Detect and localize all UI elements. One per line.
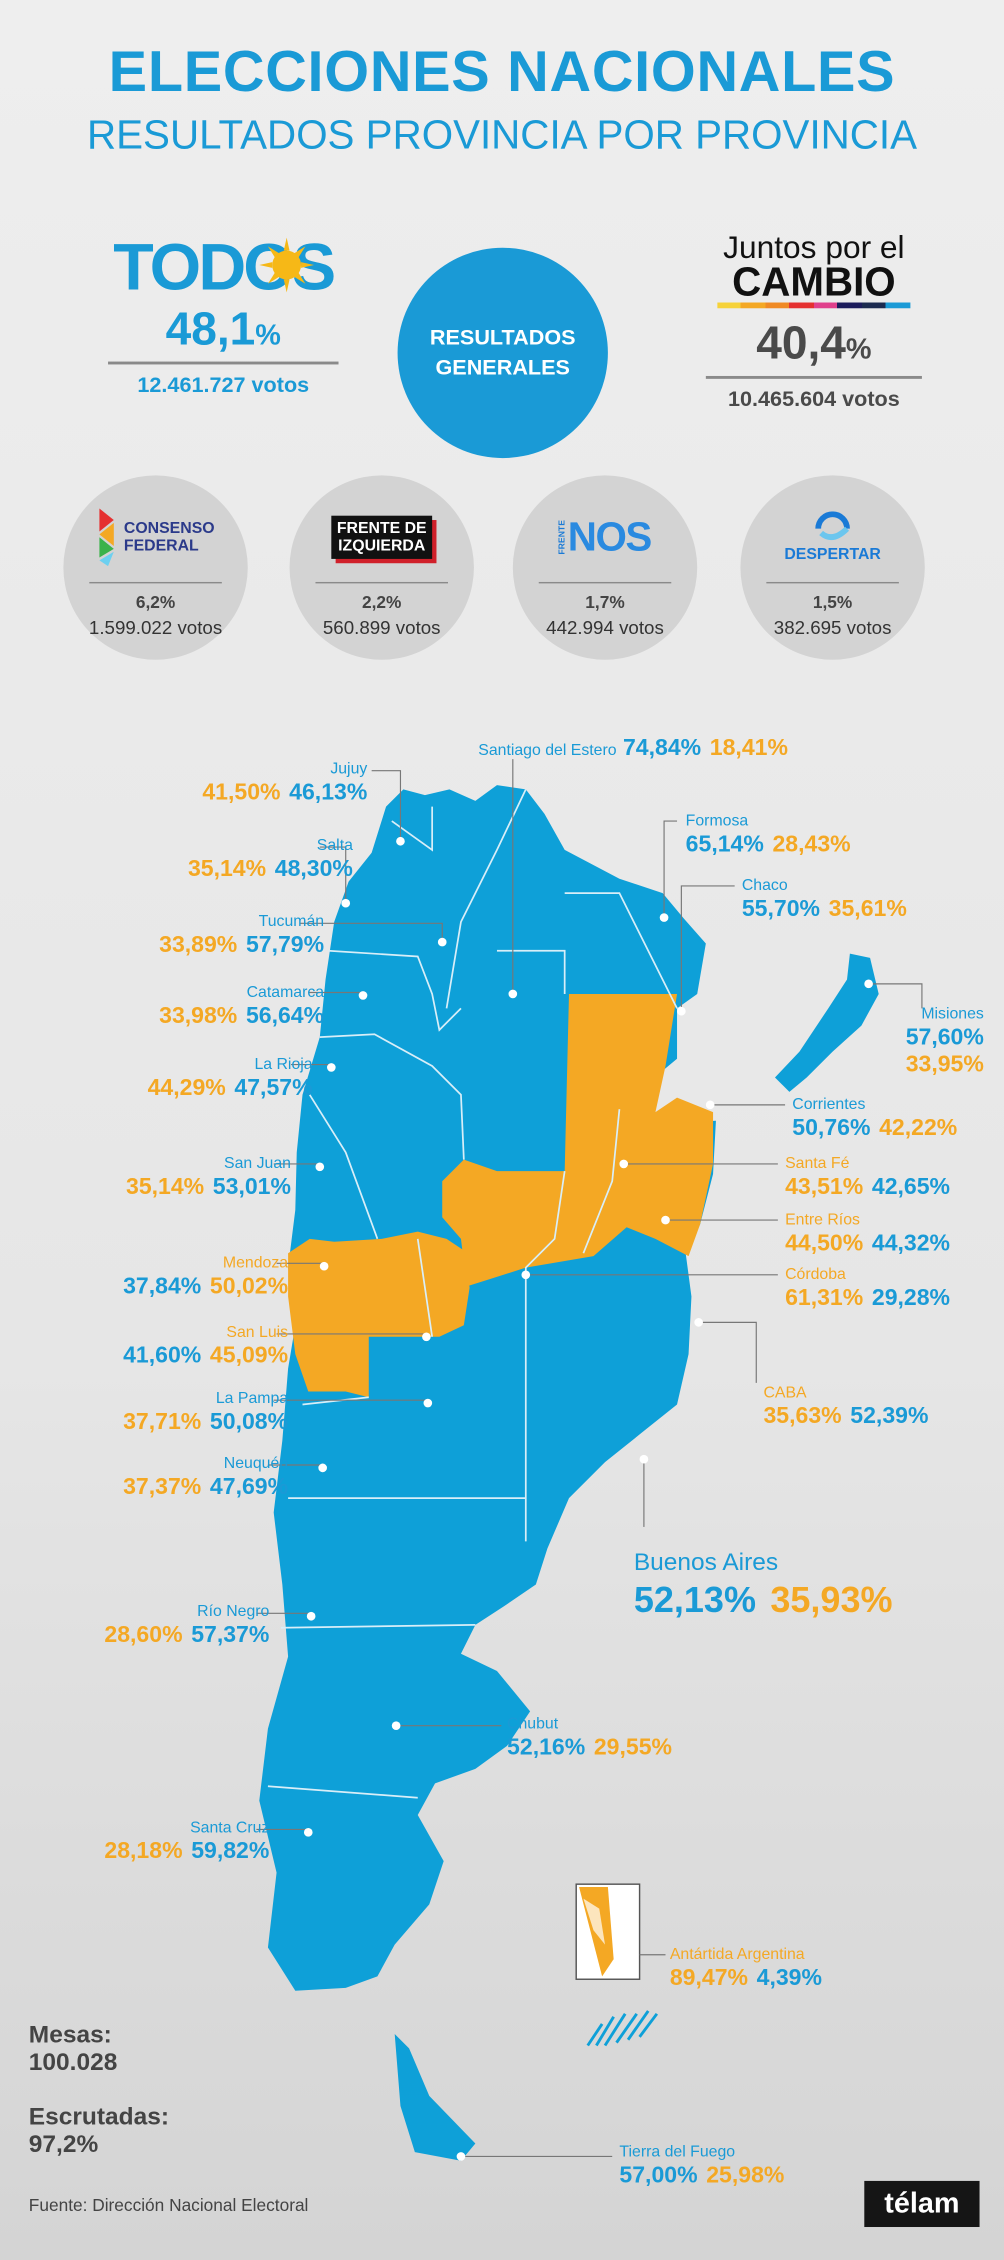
map-tierra-del-fuego bbox=[394, 2033, 476, 2161]
province-label-rio-negro: Río Negro 28,60% 57,37% bbox=[104, 1603, 270, 1648]
map-misiones bbox=[774, 953, 879, 1092]
province-label-corrientes: Corrientes 50,76% 42,22% bbox=[792, 1096, 958, 1141]
general-results-badge: RESULTADOS GENERALES bbox=[397, 247, 608, 459]
sun-icon bbox=[259, 237, 315, 293]
province-label-catamarca: Catamarca 33,98% 56,64% bbox=[159, 983, 325, 1029]
province-label-san-luis: San Luis 41,60% 45,09% bbox=[123, 1323, 289, 1369]
map-mendoza-sanluis bbox=[288, 1231, 470, 1398]
province-dots bbox=[303, 836, 873, 2161]
province-label-la-rioja: La Rioja 44,29% 47,57% bbox=[147, 1055, 313, 1101]
source-note: Fuente: Dirección Nacional Electoral bbox=[28, 2195, 309, 2216]
page-subtitle: RESULTADOS PROVINCIA POR PROVINCIA bbox=[87, 112, 918, 158]
todos-votes: 12.461.727 votos bbox=[137, 373, 310, 398]
juntos-result: Juntos por el CAMBIO 40,4% 10.465.604 vo… bbox=[691, 230, 936, 412]
province-label-salta: Salta 35,14% 48,30% bbox=[187, 836, 353, 882]
province-label-mendoza: Mendoza 37,84% 50,02% bbox=[123, 1254, 289, 1300]
province-label-santiago-del-estero: Santiago del Estero 74,84% 18,41% bbox=[478, 736, 788, 761]
province-label-antartida: Antártida Argentina 89,47% 4,39% bbox=[669, 1946, 823, 1991]
province-borders bbox=[267, 789, 678, 1799]
province-label-caba: CABA 35,63% 52,39% bbox=[763, 1384, 929, 1429]
province-label-santa-cruz: Santa Cruz 28,18% 59,82% bbox=[104, 1819, 270, 1865]
consenso-federal-result: CONSENSO FEDERAL 6,2% 1.599.022 votos bbox=[63, 475, 248, 660]
despertar-emblem-icon bbox=[815, 511, 850, 540]
consenso-emblem-icon bbox=[99, 508, 114, 567]
consenso-federal-logo: CONSENSO FEDERAL bbox=[63, 501, 247, 573]
page-title: ELECCIONES NACIONALES bbox=[108, 40, 896, 104]
escrutadas-stat: Escrutadas: 97,2% bbox=[28, 2103, 170, 2158]
votes: 1.599.022 votos bbox=[88, 616, 223, 639]
province-label-neuquen: Neuquén 37,37% 47,69% bbox=[123, 1454, 289, 1500]
province-label-entre-rios: Entre Ríos 44,50% 44,32% bbox=[785, 1211, 951, 1257]
percentage: 6,2% bbox=[135, 592, 176, 613]
divider bbox=[108, 361, 339, 365]
map-cordoba-santafe-entrerios bbox=[442, 993, 714, 1287]
votes: 382.695 votos bbox=[773, 616, 892, 639]
province-label-santa-fe: Santa Fé 43,51% 42,65% bbox=[785, 1155, 951, 1200]
juntos-votes: 10.465.604 votos bbox=[727, 387, 900, 412]
province-label-misiones: Misiones 57,60% 33,95% bbox=[905, 1005, 984, 1078]
juntos-percentage: 40,4% bbox=[756, 316, 872, 369]
mesas-stat: Mesas: 100.028 bbox=[28, 2021, 118, 2076]
frente-nos-logo: FRENTE NOS bbox=[559, 514, 652, 559]
todos-logo: TODOS bbox=[86, 228, 360, 304]
province-label-buenos-aires: Buenos Aires 52,13% 35,93% bbox=[633, 1548, 893, 1621]
frente-izquierda-result: FRENTE DE IZQUIERDA 2,2% 560.899 votos bbox=[289, 475, 474, 660]
province-label-tierra-del-fuego: Tierra del Fuego 57,00% 25,98% bbox=[619, 2143, 785, 2189]
todos-percentage: 48,1% bbox=[165, 302, 281, 355]
percentage: 2,2% bbox=[362, 592, 402, 613]
telam-logo: télam bbox=[864, 2180, 980, 2228]
frente-izquierda-logo: FRENTE DE IZQUIERDA bbox=[290, 501, 474, 573]
province-label-tucuman: Tucumán 33,89% 57,79% bbox=[159, 913, 325, 958]
percentage: 1,7% bbox=[585, 592, 625, 613]
despertar-result: DESPERTAR 1,5% 382.695 votos bbox=[740, 475, 925, 660]
province-label-san-juan: San Juan 35,14% 53,01% bbox=[125, 1155, 291, 1200]
province-label-jujuy: Jujuy 41,50% 46,13% bbox=[202, 760, 368, 806]
province-label-formosa: Formosa 65,14% 28,43% bbox=[685, 812, 851, 858]
percentage: 1,5% bbox=[812, 592, 853, 613]
despertar-logo: DESPERTAR bbox=[740, 501, 924, 573]
province-label-chaco: Chaco 55,70% 35,61% bbox=[741, 877, 907, 922]
antarctica-inset bbox=[575, 1883, 666, 2047]
province-label-chubut: Chubut 52,16% 29,55% bbox=[507, 1715, 673, 1761]
province-label-la-pampa: La Pampa 37,71% 50,08% bbox=[123, 1390, 289, 1435]
juntos-logo: Juntos por el CAMBIO bbox=[691, 230, 936, 309]
votes: 442.994 votos bbox=[546, 616, 664, 639]
province-label-cordoba: Córdoba 61,31% 29,28% bbox=[785, 1266, 951, 1311]
hatch-pattern bbox=[586, 2010, 659, 2047]
votes: 560.899 votos bbox=[322, 616, 441, 639]
todos-result: TODOS 48,1% 12.461.727 votos bbox=[86, 228, 360, 398]
frente-nos-result: FRENTE NOS 1,7% 442.994 votos bbox=[512, 475, 698, 660]
divider bbox=[705, 375, 922, 379]
leader-lines bbox=[256, 759, 923, 2158]
